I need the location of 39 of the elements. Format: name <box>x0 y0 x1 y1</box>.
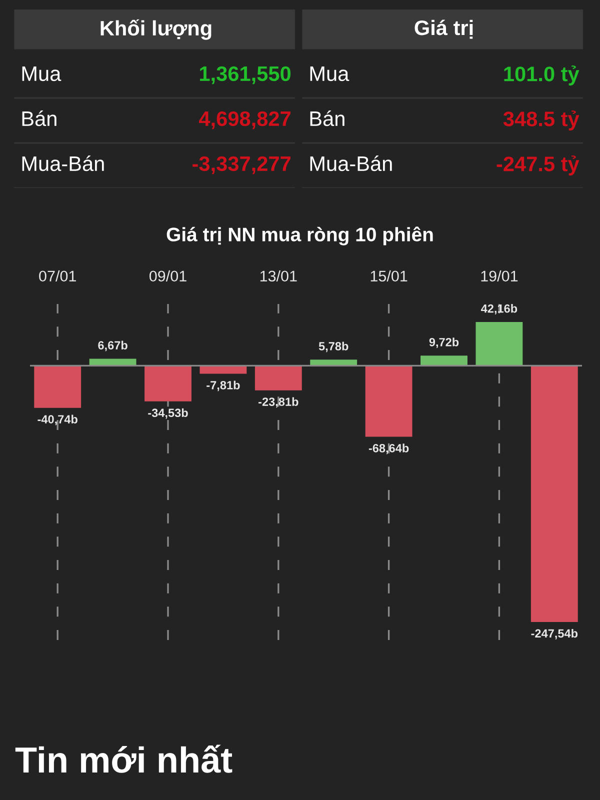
x-tick-label: 13/01 <box>260 270 297 282</box>
text: Mua-Bán <box>22 156 104 172</box>
data-label: -7,81b <box>206 380 240 392</box>
text: Tin mới nhất <box>15 744 232 773</box>
text: Khối lượng <box>100 19 212 40</box>
text: -3,337,277 <box>192 156 290 174</box>
text: 348.5 tỷ <box>503 110 580 130</box>
bar <box>476 322 523 366</box>
text: 101.0 tỷ <box>504 66 580 86</box>
bar <box>144 366 192 402</box>
data-label: -40,74b <box>38 414 78 426</box>
data-label: -23,81b <box>258 397 298 408</box>
x-tick-label: 15/01 <box>370 270 408 282</box>
data-label: -34,53b <box>148 408 188 419</box>
text: Mua-Bán <box>310 156 392 172</box>
text: 4,698,827 <box>199 111 290 130</box>
data-label: 5,78b <box>318 342 348 352</box>
data-label: -68,64b <box>368 444 409 454</box>
data-label: 6,67b <box>98 340 128 352</box>
bar <box>34 366 82 408</box>
x-tick-label: 19/01 <box>481 270 518 282</box>
text: Mua <box>22 66 62 82</box>
text: Bán <box>22 110 56 126</box>
data-label: 42,16b <box>481 304 518 314</box>
data-label: 9,72b <box>429 338 459 348</box>
text: -247.5 tỷ <box>496 156 580 176</box>
text: Giá trị <box>414 20 473 39</box>
bar <box>365 366 412 437</box>
x-tick-label: 07/01 <box>39 270 76 282</box>
data-label: -247,54b <box>531 628 578 640</box>
x-tick-label: 09/01 <box>149 270 186 282</box>
text: Bán <box>310 110 344 126</box>
bar <box>254 366 302 390</box>
bar <box>530 366 578 622</box>
text: 1,361,550 <box>200 66 291 84</box>
bar <box>420 356 468 366</box>
text: Mua <box>310 66 350 82</box>
chart-title: Giá trị NN mua ròng 10 phiên <box>166 226 433 246</box>
bar <box>310 360 358 366</box>
